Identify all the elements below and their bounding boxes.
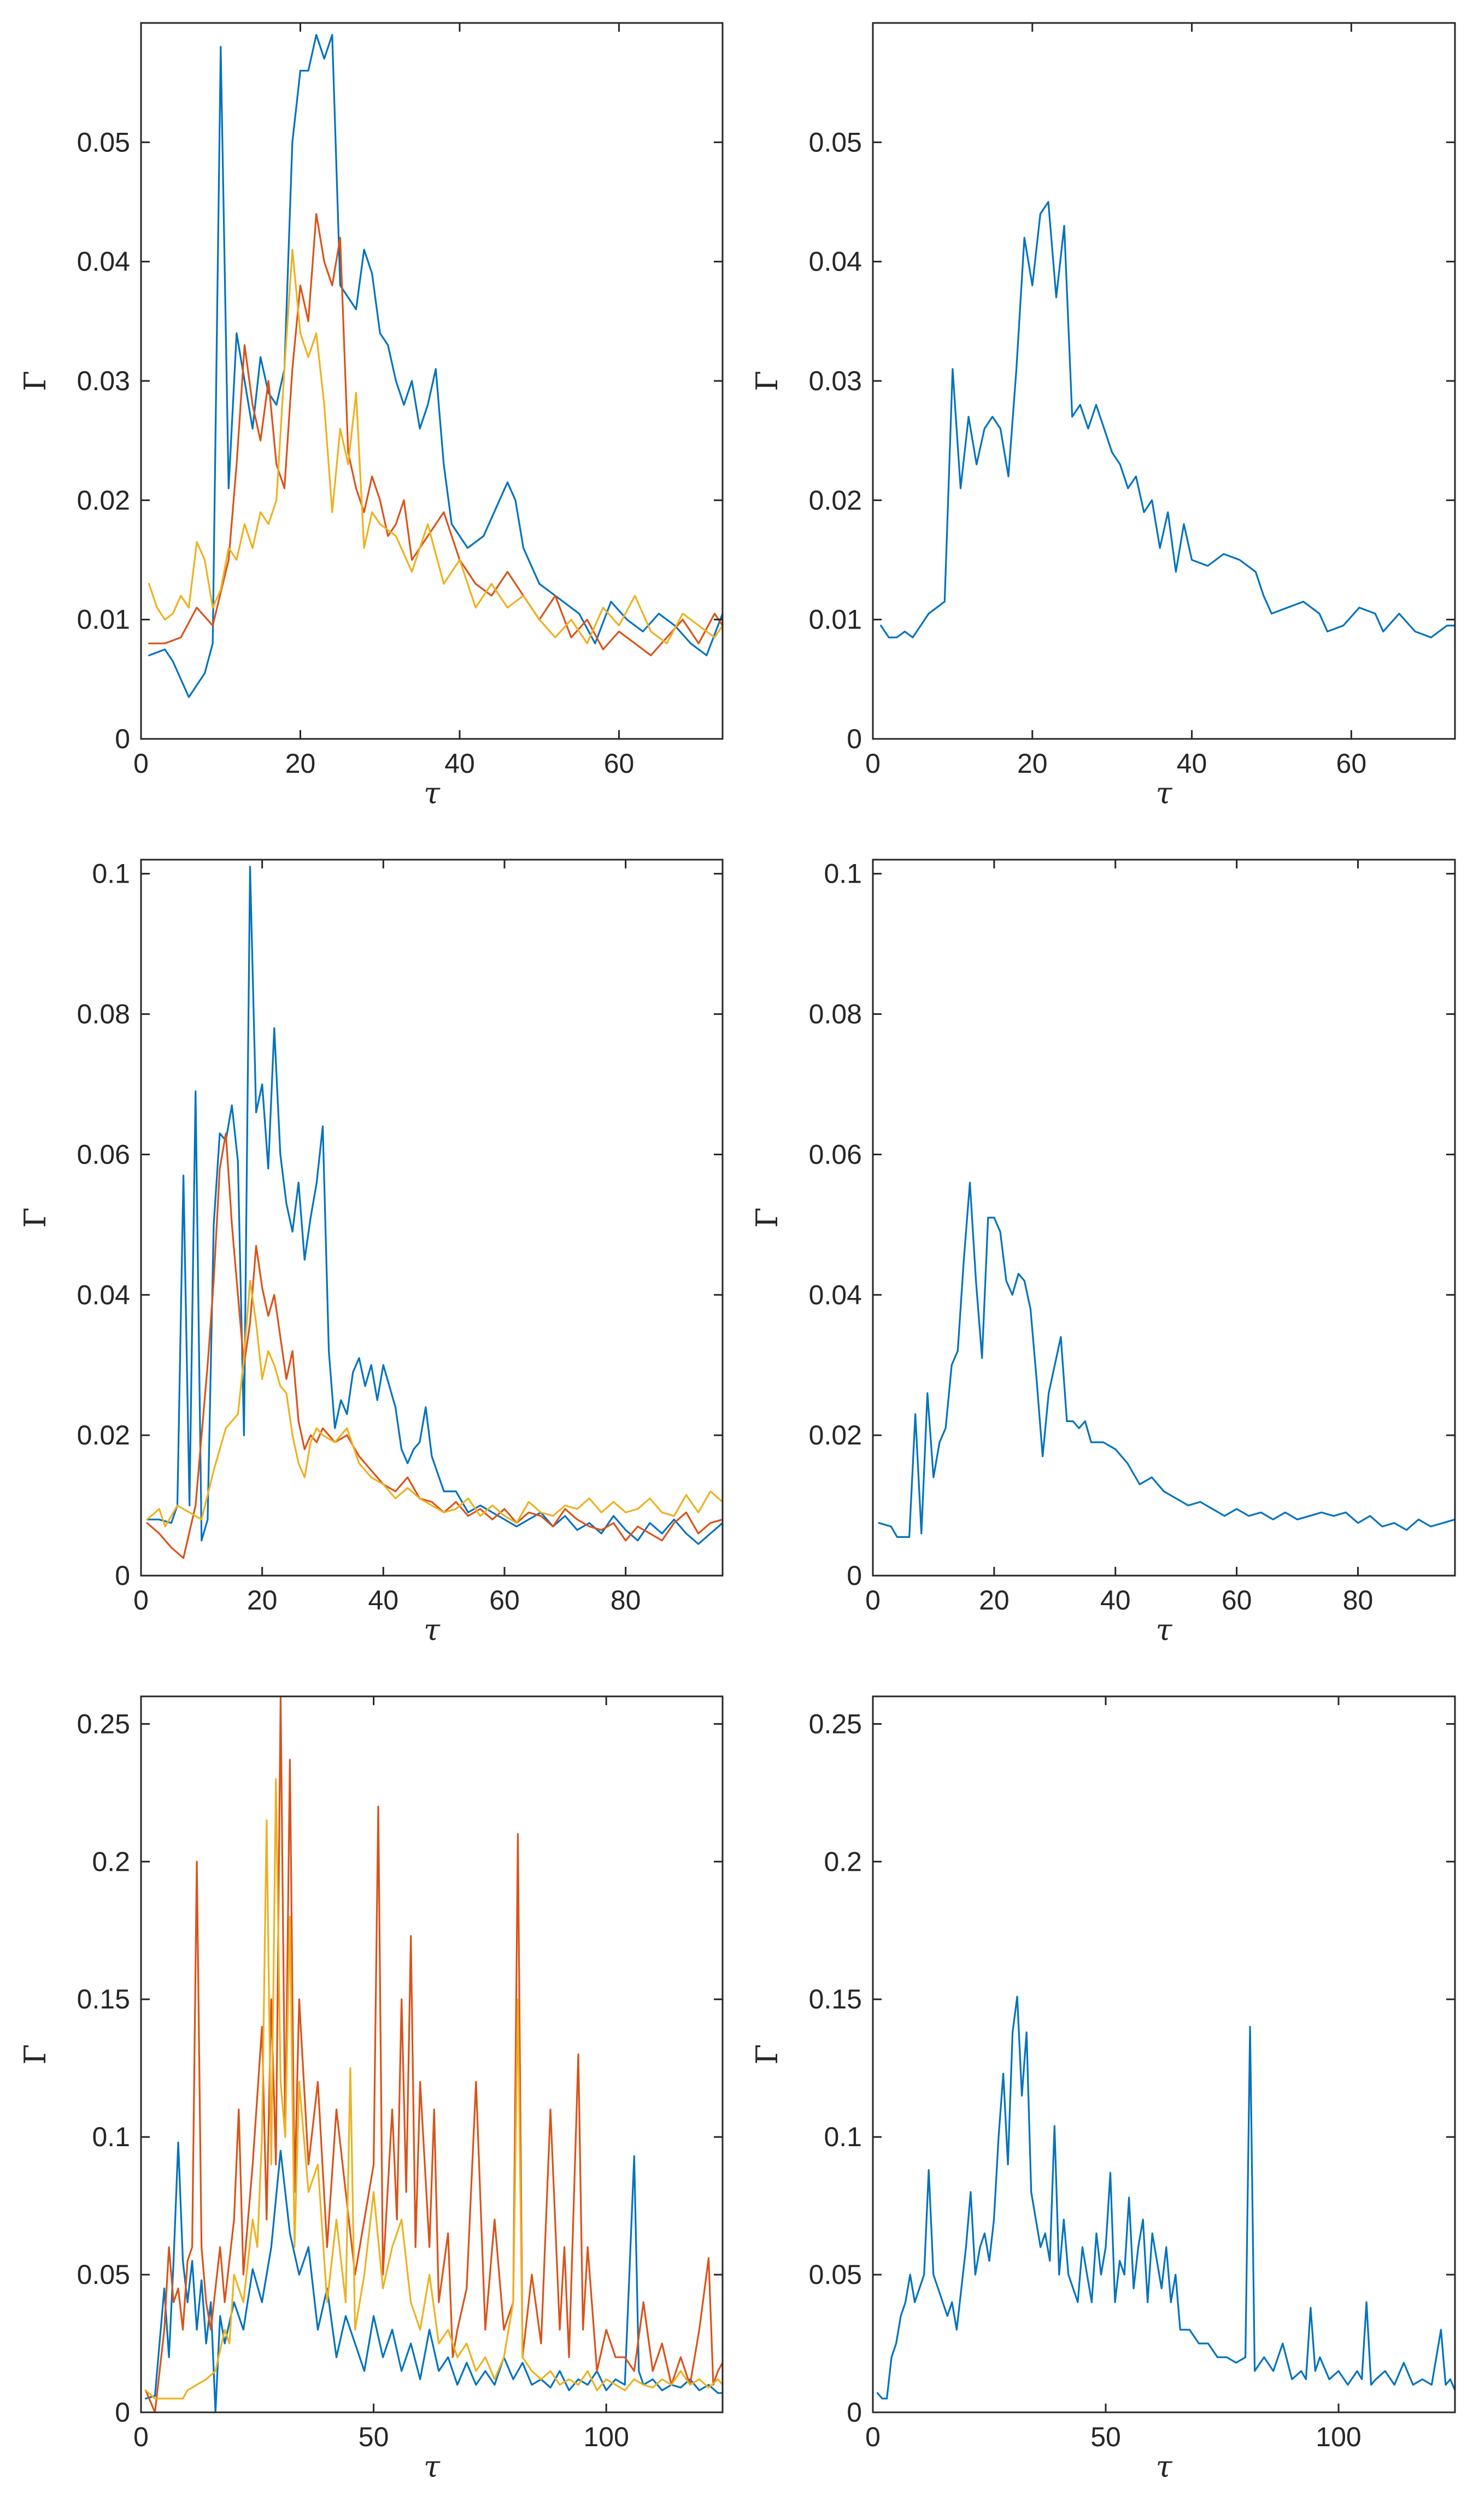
- x-tick-label: 80: [1343, 1585, 1374, 1616]
- y-tick-label: 0.04: [77, 246, 130, 277]
- y-tick-label: 0: [115, 1560, 130, 1591]
- chart-panel-row3-left: 0 50 100 0 0.05 0.1 0.15 0.2 0.25 τ Γ: [18, 1695, 724, 2484]
- x-tick-label: 50: [359, 2422, 389, 2452]
- y-tick-label: 0.03: [77, 366, 130, 396]
- y-tick-label: 0.1: [92, 859, 130, 889]
- y-tick-label: 0.06: [77, 1139, 130, 1170]
- y-tick-label: 0.01: [77, 604, 130, 635]
- x-axis-label: τ: [424, 1613, 441, 1647]
- y-tick-label: 0.2: [92, 1846, 130, 1877]
- x-tick-label: 40: [1100, 1585, 1131, 1616]
- y-tick-label: 0.08: [809, 999, 862, 1030]
- y-axis-label: Γ: [750, 1207, 784, 1227]
- x-axis-label: τ: [424, 776, 441, 810]
- y-tick-label: 0.05: [809, 2259, 862, 2290]
- x-tick-label: 0: [865, 2422, 881, 2452]
- x-axis-label: τ: [1156, 2449, 1173, 2484]
- y-tick-label: 0.04: [77, 1279, 130, 1310]
- y-tick-label: 0.05: [809, 127, 862, 157]
- series-line-1: [879, 201, 1455, 639]
- y-tick-label: 0: [847, 2397, 862, 2428]
- chart-panel-row2-right: 0 20 40 60 80 0 0.02 0.04 0.06 0.08 0.1 τ Γ: [750, 859, 1456, 1647]
- x-tick-label: 60: [1336, 748, 1367, 779]
- series-line-1: [878, 1182, 1455, 1538]
- y-tick-label: 0.1: [824, 859, 862, 889]
- axes-frame: [872, 22, 1456, 740]
- y-tick-label: 0.08: [77, 999, 130, 1030]
- y-tick-label: 0.15: [77, 1984, 130, 2014]
- x-tick-label: 20: [285, 748, 316, 779]
- y-axis-label: Γ: [750, 2044, 784, 2064]
- y-tick-label: 0.05: [77, 2259, 130, 2290]
- chart-panel-row1-left: 0 20 40 60 0 0.01 0.02 0.03 0.04 0.05 τ Γ: [18, 22, 724, 810]
- x-tick-label: 50: [1090, 2422, 1121, 2452]
- x-tick-label: 60: [489, 1585, 520, 1616]
- x-tick-label: 0: [133, 1585, 149, 1616]
- axes-frame: [140, 859, 724, 1577]
- y-tick-label: 0.04: [809, 1279, 862, 1310]
- y-tick-label: 0.02: [77, 1420, 130, 1450]
- x-axis-label: τ: [424, 2449, 441, 2484]
- y-tick-label: 0: [115, 2397, 130, 2428]
- y-tick-label: 0.15: [809, 1984, 862, 2014]
- x-tick-label: 40: [368, 1585, 399, 1616]
- series-line-3: [144, 1778, 723, 2400]
- y-tick-label: 0.2: [824, 1846, 862, 1877]
- y-tick-label: 0.03: [809, 366, 862, 396]
- x-tick-label: 80: [611, 1585, 641, 1616]
- y-tick-label: 0.25: [77, 1708, 130, 1739]
- x-tick-label: 20: [979, 1585, 1010, 1616]
- y-axis-label: Γ: [18, 1207, 52, 1227]
- x-tick-label: 60: [604, 748, 635, 779]
- series-line-2: [148, 213, 723, 656]
- x-tick-label: 0: [865, 1585, 881, 1616]
- x-tick-label: 20: [1017, 748, 1048, 779]
- y-tick-label: 0: [115, 724, 130, 754]
- x-tick-label: 0: [133, 2422, 149, 2452]
- x-axis-label: τ: [1156, 776, 1173, 810]
- axes-frame: [872, 1695, 1456, 2413]
- x-tick-label: 40: [444, 748, 475, 779]
- series-line-2: [146, 1132, 723, 1559]
- x-tick-label: 100: [583, 2422, 629, 2452]
- series-line-1: [146, 866, 723, 1545]
- series-line-3: [148, 249, 723, 644]
- y-axis-label: Γ: [18, 371, 52, 391]
- y-tick-label: 0.06: [809, 1139, 862, 1170]
- y-tick-label: 0.02: [809, 485, 862, 515]
- series-line-1: [876, 1995, 1455, 2400]
- chart-panel-row3-right: 0 50 100 0 0.05 0.1 0.15 0.2 0.25 τ Γ: [750, 1695, 1456, 2484]
- y-axis-label: Γ: [750, 371, 784, 391]
- y-tick-label: 0.02: [809, 1420, 862, 1450]
- x-tick-label: 20: [247, 1585, 278, 1616]
- y-tick-label: 0: [847, 1560, 862, 1591]
- y-tick-label: 0: [847, 724, 862, 754]
- y-tick-label: 0.25: [809, 1708, 862, 1739]
- chart-panel-row1-right: 0 20 40 60 0 0.01 0.02 0.03 0.04 0.05 τ Γ: [750, 22, 1456, 810]
- x-tick-label: 100: [1316, 2422, 1361, 2452]
- y-tick-label: 0.02: [77, 485, 130, 515]
- y-axis-label: Γ: [18, 2044, 52, 2064]
- x-tick-label: 40: [1177, 748, 1207, 779]
- x-tick-label: 0: [865, 748, 881, 779]
- y-tick-label: 0.1: [92, 2122, 130, 2152]
- x-tick-label: 60: [1222, 1585, 1252, 1616]
- series-line-2: [144, 1696, 723, 2412]
- axes-frame: [140, 22, 724, 740]
- y-tick-label: 0.1: [824, 2122, 862, 2152]
- y-tick-label: 0.01: [809, 604, 862, 635]
- axes-frame: [872, 859, 1456, 1577]
- y-tick-label: 0.04: [809, 246, 862, 277]
- series-line-1: [144, 2141, 723, 2412]
- x-tick-label: 0: [133, 748, 149, 779]
- axes-frame: [140, 1695, 724, 2413]
- y-tick-label: 0.05: [77, 127, 130, 157]
- series-line-3: [146, 1280, 723, 1528]
- x-axis-label: τ: [1156, 1613, 1173, 1647]
- chart-panel-row2-left: 0 20 40 60 80 0 0.02 0.04 0.06 0.08 0.1 τ Γ: [18, 859, 724, 1647]
